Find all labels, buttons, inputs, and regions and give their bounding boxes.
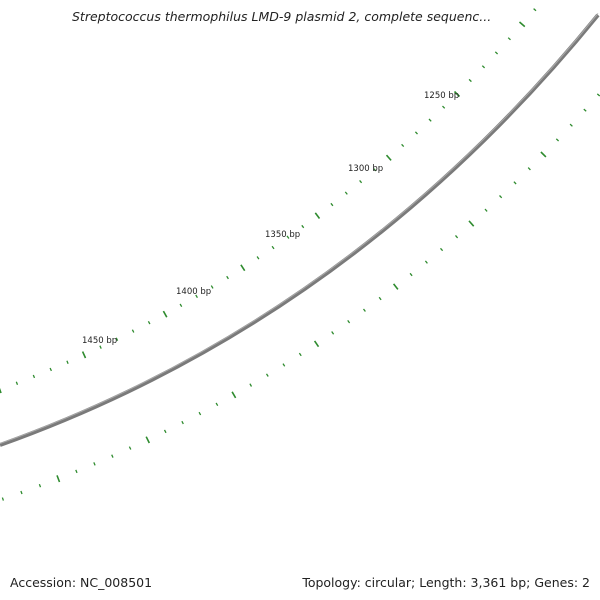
- minor-tick: [256, 256, 260, 260]
- minor-tick: [569, 123, 573, 127]
- minor-tick: [282, 363, 286, 367]
- minor-tick: [373, 168, 377, 172]
- scale-label: 1350 bp: [265, 230, 300, 240]
- minor-tick: [513, 181, 517, 185]
- minor-tick: [1, 497, 5, 501]
- minor-tick: [533, 8, 537, 12]
- minor-tick: [286, 235, 290, 239]
- minor-tick: [362, 308, 366, 312]
- minor-tick: [401, 143, 405, 148]
- major-tick: [314, 212, 321, 219]
- major-tick: [81, 351, 87, 359]
- minor-tick: [484, 208, 488, 212]
- major-tick: [392, 283, 399, 290]
- minor-tick: [359, 179, 363, 184]
- minor-tick: [440, 247, 444, 252]
- minor-tick: [455, 234, 459, 239]
- minor-tick: [494, 51, 499, 55]
- major-tick: [231, 391, 237, 399]
- minor-tick: [468, 78, 472, 83]
- minor-tick: [331, 331, 335, 335]
- inner-scale-ticks: [1, 93, 600, 501]
- scale-label: 1450 bp: [82, 336, 117, 346]
- minor-tick: [226, 275, 229, 280]
- scale-label: 1250 bp: [424, 91, 459, 101]
- minor-tick: [195, 294, 198, 299]
- minor-tick: [555, 138, 560, 142]
- minor-tick: [298, 352, 302, 357]
- plasmid-backbone-highlight: [0, 13, 599, 444]
- major-tick: [385, 154, 392, 161]
- scale-labels: 1250 bp 1300 bp 1350 bp 1400 bp 1450 bp: [82, 91, 459, 346]
- major-tick: [0, 387, 2, 394]
- map-title: Streptococcus thermophilus LMD-9 plasmid…: [72, 9, 492, 24]
- minor-tick: [179, 303, 183, 308]
- minor-tick: [347, 320, 351, 324]
- minor-tick: [15, 381, 19, 385]
- minor-tick: [442, 105, 446, 109]
- minor-tick: [215, 402, 219, 407]
- minor-tick: [414, 131, 418, 135]
- minor-tick: [409, 272, 413, 277]
- minor-tick: [38, 483, 42, 488]
- minor-tick: [99, 345, 102, 349]
- scale-label: 1400 bp: [176, 287, 211, 297]
- topology-summary: Topology: circular; Length: 3,361 bp; Ge…: [302, 575, 590, 590]
- minor-tick: [301, 224, 305, 229]
- scale-label: 1300 bp: [348, 164, 383, 174]
- major-tick: [453, 90, 461, 98]
- minor-tick: [93, 462, 96, 466]
- minor-tick: [330, 202, 334, 207]
- minor-tick: [507, 37, 511, 41]
- minor-tick: [20, 490, 23, 495]
- outer-scale-ticks: [0, 8, 537, 394]
- minor-tick: [378, 296, 382, 301]
- minor-tick: [115, 337, 119, 341]
- minor-tick: [66, 360, 69, 364]
- minor-tick: [428, 118, 432, 122]
- minor-tick: [344, 191, 348, 195]
- minor-tick: [128, 446, 132, 450]
- minor-tick: [271, 245, 275, 250]
- major-tick: [468, 220, 475, 227]
- minor-tick: [49, 367, 52, 372]
- minor-tick: [198, 411, 202, 416]
- minor-tick: [210, 285, 214, 289]
- minor-tick: [249, 383, 253, 387]
- major-tick: [240, 264, 246, 272]
- minor-tick: [131, 329, 135, 333]
- plasmid-backbone: [0, 13, 600, 447]
- minor-tick: [424, 260, 428, 264]
- minor-tick: [32, 374, 36, 379]
- major-tick: [56, 475, 61, 483]
- minor-tick: [527, 167, 531, 171]
- major-tick: [313, 340, 320, 348]
- major-tick: [540, 151, 547, 158]
- accession-label: Accession: NC_008501: [10, 575, 153, 590]
- major-tick: [145, 436, 151, 444]
- minor-tick: [181, 420, 184, 425]
- minor-tick: [265, 373, 269, 377]
- major-tick: [518, 21, 526, 28]
- minor-tick: [583, 108, 587, 112]
- minor-tick: [499, 195, 503, 199]
- minor-tick: [111, 454, 114, 458]
- minor-tick: [481, 65, 486, 69]
- minor-tick: [75, 469, 78, 474]
- minor-tick: [147, 320, 151, 325]
- minor-tick: [596, 93, 600, 97]
- major-tick: [162, 310, 168, 318]
- minor-tick: [163, 429, 167, 434]
